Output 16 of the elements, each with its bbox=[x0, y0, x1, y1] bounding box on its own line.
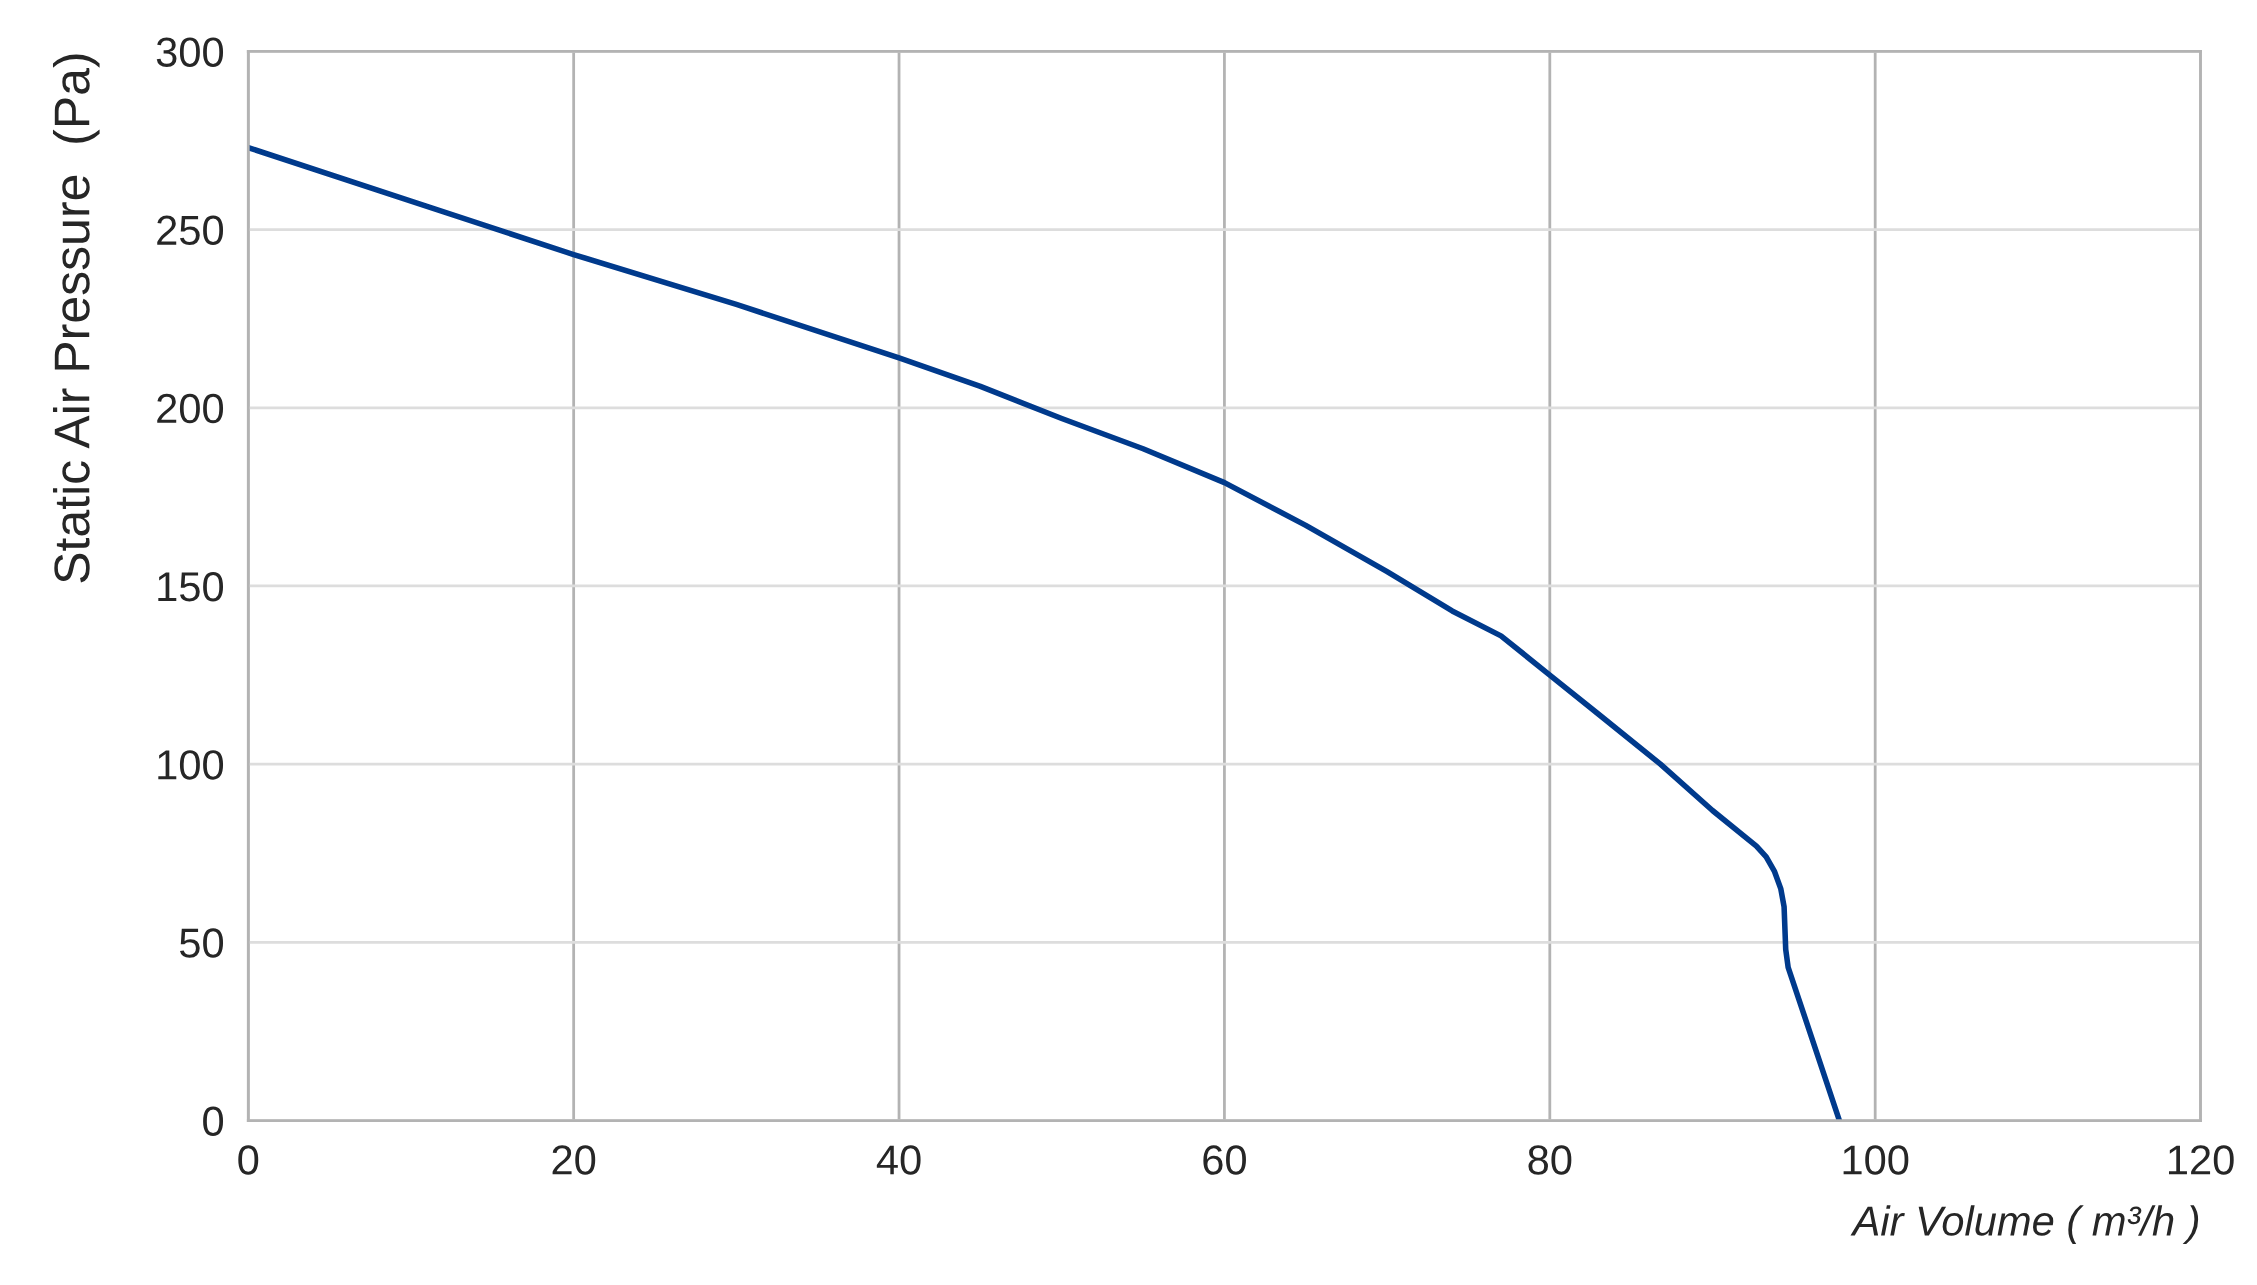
x-axis-title: Air Volume ( m³/h ) bbox=[1850, 1205, 2199, 1245]
y-axis-title: Static Air Pressure (Pa) bbox=[52, 54, 100, 583]
y-tick-label: 100 bbox=[158, 750, 224, 780]
y-tick-label: 300 bbox=[156, 37, 224, 67]
y-tick-label: 250 bbox=[157, 215, 224, 246]
y-tick-label: 0 bbox=[203, 1106, 224, 1137]
y-tick-label: 50 bbox=[179, 928, 224, 958]
x-tick-label: 80 bbox=[1528, 1145, 1572, 1175]
x-tick-label: 40 bbox=[876, 1145, 921, 1175]
x-tick-label: 0 bbox=[238, 1145, 259, 1175]
x-tick-label: 60 bbox=[1203, 1145, 1246, 1175]
x-tick-label: 100 bbox=[1843, 1145, 1909, 1175]
y-tick-label: 150 bbox=[158, 571, 224, 602]
x-tick-label: 20 bbox=[552, 1145, 596, 1175]
y-tick-label: 200 bbox=[157, 393, 224, 424]
x-tick-label: 120 bbox=[2169, 1145, 2234, 1175]
